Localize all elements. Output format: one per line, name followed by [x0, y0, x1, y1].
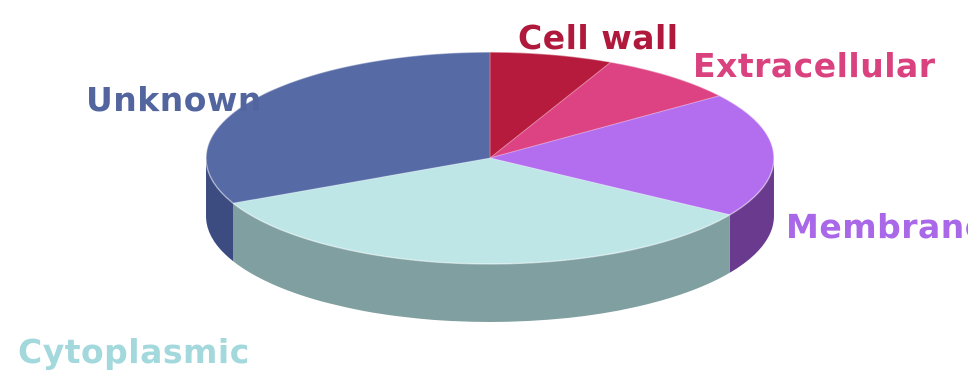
pie-side-membrane	[729, 159, 774, 273]
slice-label-extracellular: Extracellular	[693, 46, 936, 85]
slice-label-cell-wall: Cell wall	[518, 18, 679, 57]
slice-label-cytoplasmic: Cytoplasmic	[18, 332, 250, 371]
slice-label-unknown: Unknown	[86, 80, 262, 119]
pie-slice-unknown	[205, 51, 491, 204]
pie-sides	[206, 159, 774, 323]
slice-label-membrane: Membrane	[786, 207, 968, 246]
pie-slice-cell-wall	[489, 51, 613, 160]
pie-slice-extracellular	[489, 61, 722, 159]
pie-slices	[205, 51, 775, 265]
pie-slice-membrane	[489, 95, 775, 216]
pie-slice-cytoplasmic	[231, 157, 732, 265]
pie-side-unknown	[206, 159, 234, 262]
pie-side-cytoplasmic	[233, 203, 730, 323]
pie-rim	[205, 51, 775, 265]
